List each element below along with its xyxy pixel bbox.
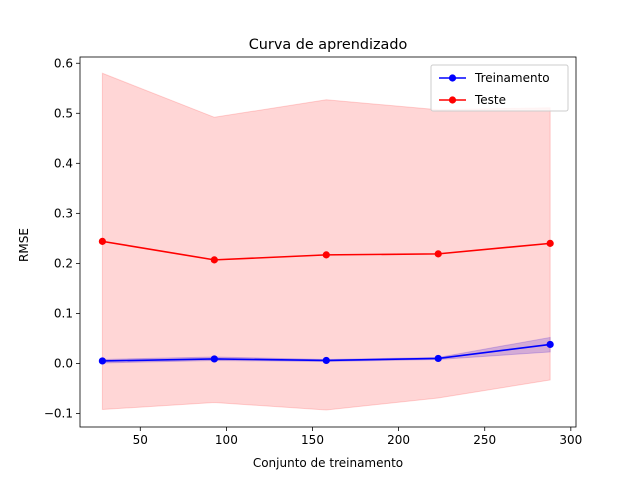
x-tick-label: 300 bbox=[559, 433, 582, 447]
y-tick-label: 0.4 bbox=[54, 156, 73, 170]
data-point-treinamento bbox=[322, 356, 330, 365]
x-tick-label: 150 bbox=[301, 433, 324, 447]
y-tick-label: 0.6 bbox=[54, 56, 73, 70]
legend-label-treinamento: Treinamento bbox=[474, 71, 550, 85]
plot-frame bbox=[79, 56, 577, 428]
band-teste bbox=[101, 72, 551, 411]
chart-title: Curva de aprendizado bbox=[249, 37, 408, 53]
x-tick-label: 100 bbox=[215, 433, 238, 447]
data-point-treinamento bbox=[210, 355, 218, 363]
y-tick-label: −0.1 bbox=[44, 406, 73, 420]
data-point-teste bbox=[322, 251, 330, 259]
data-point-teste bbox=[434, 250, 442, 258]
y-tick-label: 0.2 bbox=[54, 256, 73, 270]
data-point-teste bbox=[546, 239, 554, 247]
x-tick-label: 50 bbox=[133, 433, 148, 447]
x-tick-label: 250 bbox=[473, 433, 496, 447]
data-point-teste bbox=[210, 256, 218, 264]
x-tick-label: 200 bbox=[387, 433, 410, 447]
data-point-treinamento bbox=[98, 357, 106, 365]
x-axis-label: Conjunto de treinamento bbox=[253, 456, 403, 470]
legend-label-teste: Teste bbox=[474, 93, 506, 107]
y-tick-label: 0.1 bbox=[54, 306, 73, 320]
data-point-teste bbox=[98, 237, 106, 245]
y-tick-label: 0.3 bbox=[54, 206, 73, 220]
legend: Treinamento Teste bbox=[430, 64, 569, 112]
y-tick-label: 0.5 bbox=[54, 106, 73, 120]
data-point-treinamento bbox=[546, 340, 554, 349]
legend-marker-treinamento bbox=[448, 74, 457, 82]
legend-marker-teste bbox=[448, 96, 457, 104]
y-axis-label: RMSE bbox=[17, 228, 31, 262]
plot-area: 50 100 150 200 250 300 −0.1 0.0 0.1 0.2 0.3 0.4 0.5 0… bbox=[44, 56, 582, 447]
data-point-treinamento bbox=[434, 354, 442, 363]
y-tick-label: 0.0 bbox=[54, 356, 73, 370]
